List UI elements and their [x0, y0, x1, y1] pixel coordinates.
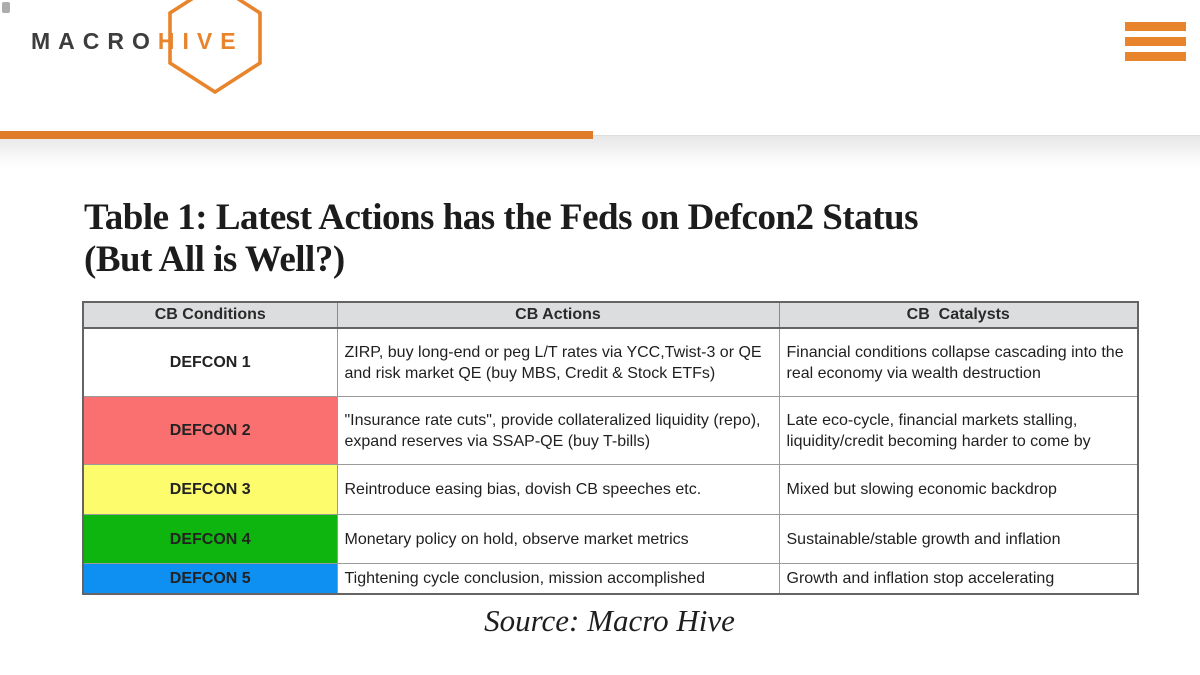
table-row-defcon3: DEFCON 3 Reintroduce easing bias, dovish… [82, 464, 1139, 515]
catalysts-cell: Late eco-cycle, financial markets stalli… [778, 396, 1139, 465]
condition-cell: DEFCON 4 [82, 514, 338, 564]
actions-cell: Monetary policy on hold, observe market … [336, 514, 780, 564]
condition-cell: DEFCON 3 [82, 464, 338, 515]
page-title-line2: (But All is Well?) [84, 239, 345, 280]
table-row-defcon1: DEFCON 1 ZIRP, buy long-end or peg L/T r… [82, 327, 1139, 397]
header-divider-accent [0, 131, 593, 139]
table-row-defcon2: DEFCON 2 "Insurance rate cuts", provide … [82, 396, 1139, 465]
hamburger-icon [1125, 52, 1186, 61]
catalysts-cell: Sustainable/stable growth and inflation [778, 514, 1139, 564]
header-divider-strip [0, 135, 1200, 170]
condition-cell: DEFCON 5 [82, 563, 338, 595]
column-header-conditions: CB Conditions [82, 301, 338, 329]
actions-cell: Reintroduce easing bias, dovish CB speec… [336, 464, 780, 515]
table-row-defcon5: DEFCON 5 Tightening cycle conclusion, mi… [82, 563, 1139, 595]
source-caption: Source: Macro Hive [484, 603, 735, 638]
catalysts-cell: Growth and inflation stop accelerating [778, 563, 1139, 595]
catalysts-cell: Mixed but slowing economic backdrop [778, 464, 1139, 515]
logo-text-macro: MACRO [31, 28, 158, 54]
table-header-row: CB Conditions CB Actions CB Catalysts [82, 301, 1139, 329]
actions-cell: ZIRP, buy long-end or peg L/T rates via … [336, 327, 780, 397]
condition-cell: DEFCON 1 [82, 327, 338, 397]
actions-cell: "Insurance rate cuts", provide collatera… [336, 396, 780, 465]
actions-cell: Tightening cycle conclusion, mission acc… [336, 563, 780, 595]
defcon-table: CB Conditions CB Actions CB Catalysts DE… [82, 301, 1139, 595]
condition-cell: DEFCON 2 [82, 396, 338, 465]
table-row-defcon4: DEFCON 4 Monetary policy on hold, observ… [82, 514, 1139, 564]
column-header-actions: CB Actions [336, 301, 780, 329]
page-title: Table 1: Latest Actions has the Feds on … [84, 197, 1114, 281]
hamburger-icon [1125, 22, 1186, 31]
hexagon-icon [168, 0, 262, 94]
edge-artifact-mark [2, 2, 10, 13]
catalysts-cell: Financial conditions collapse cascading … [778, 327, 1139, 397]
column-header-catalysts: CB Catalysts [778, 301, 1139, 329]
hamburger-icon [1125, 37, 1186, 46]
menu-button[interactable] [1125, 22, 1186, 62]
page-title-line1: Table 1: Latest Actions has the Feds on … [84, 197, 919, 238]
